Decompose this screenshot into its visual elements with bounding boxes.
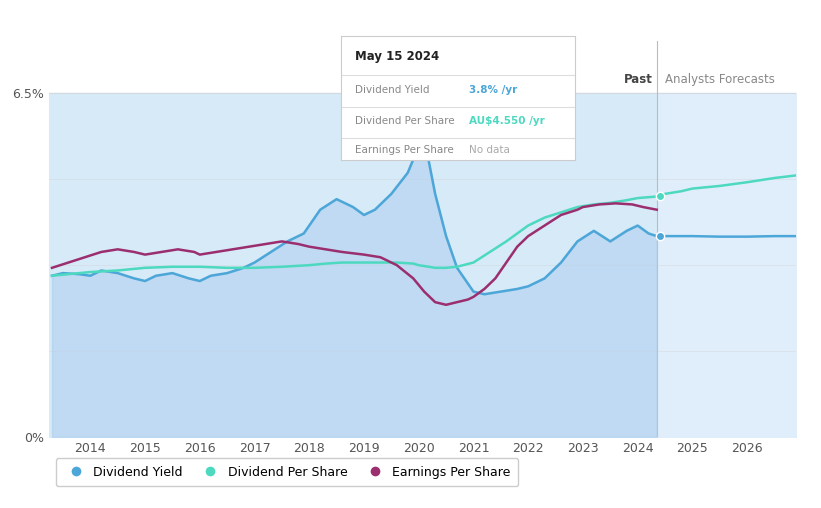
Text: AU$4.550 /yr: AU$4.550 /yr (470, 116, 545, 126)
Text: 3.8% /yr: 3.8% /yr (470, 85, 518, 96)
Text: Dividend Per Share: Dividend Per Share (355, 116, 454, 126)
Text: No data: No data (470, 145, 511, 155)
Legend: Dividend Yield, Dividend Per Share, Earnings Per Share: Dividend Yield, Dividend Per Share, Earn… (56, 458, 518, 486)
Text: Earnings Per Share: Earnings Per Share (355, 145, 453, 155)
Text: Analysts Forecasts: Analysts Forecasts (665, 73, 775, 85)
Text: May 15 2024: May 15 2024 (355, 50, 439, 63)
Text: Dividend Yield: Dividend Yield (355, 85, 429, 96)
Text: Past: Past (623, 73, 653, 85)
